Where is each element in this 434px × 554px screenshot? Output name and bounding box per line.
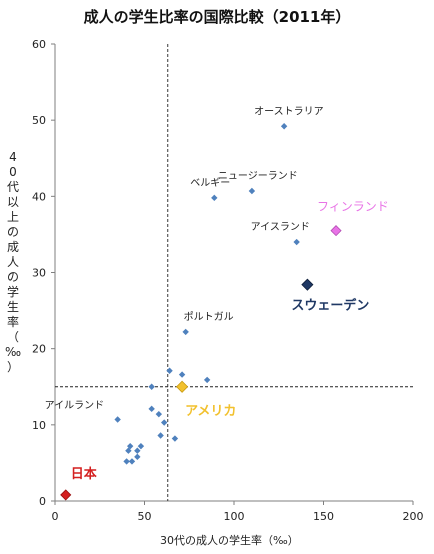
data-point — [155, 410, 163, 418]
data-point — [114, 416, 121, 423]
highlight-point-label: フィンランド — [317, 200, 389, 214]
y-axis-label: 4 0 代以上の成人の学生率（‰） — [4, 150, 22, 374]
data-point — [203, 376, 211, 384]
data-point-label: ニュージーランド — [218, 170, 298, 182]
x-axis-label: 30代の成人の学生率（‰） — [160, 534, 299, 547]
y-tick-label: 0 — [39, 495, 46, 508]
highlight-point — [176, 380, 189, 393]
data-point — [128, 458, 136, 465]
data-point — [123, 458, 130, 465]
highlight-point-label: スウェーデン — [291, 298, 369, 314]
data-point — [166, 367, 173, 374]
data-point — [134, 447, 141, 454]
data-point-label: ベルギー — [190, 177, 230, 189]
data-point-label: アイスランド — [251, 221, 310, 233]
y-tick-label: 20 — [32, 343, 46, 356]
data-point — [248, 187, 256, 195]
data-point — [182, 328, 189, 336]
highlight-point — [301, 278, 314, 291]
data-point — [211, 194, 218, 202]
data-point — [178, 371, 186, 378]
chart-title: 成人の学生比率の国際比較（2011年） — [83, 8, 351, 26]
data-point — [137, 442, 145, 450]
highlight-point-label: 日本 — [71, 466, 97, 482]
highlight-point-label: アメリカ — [185, 404, 236, 419]
data-point — [293, 238, 300, 246]
data-point — [148, 405, 155, 413]
data-point-label: オーストラリア — [254, 105, 324, 117]
data-point — [134, 453, 141, 461]
data-point — [157, 432, 164, 439]
highlight-point — [60, 489, 72, 501]
data-point — [125, 447, 132, 454]
data-point-label: ポルトガル — [184, 311, 234, 323]
y-tick-label: 10 — [32, 419, 46, 432]
data-point — [171, 435, 179, 442]
data-point — [148, 383, 155, 390]
highlight-point — [330, 225, 342, 237]
y-tick-label: 30 — [32, 267, 46, 280]
x-tick-label: 0 — [52, 510, 59, 523]
data-point — [280, 123, 288, 130]
x-tick-label: 150 — [313, 510, 334, 523]
y-tick-label: 50 — [32, 114, 46, 127]
x-tick-label: 50 — [138, 510, 152, 523]
y-tick-label: 40 — [32, 190, 46, 203]
y-tick-label: 60 — [32, 38, 46, 51]
x-tick-label: 100 — [224, 510, 245, 523]
x-tick-label: 200 — [403, 510, 424, 523]
data-point — [160, 419, 168, 426]
data-point-label: アイルランド — [45, 400, 105, 412]
